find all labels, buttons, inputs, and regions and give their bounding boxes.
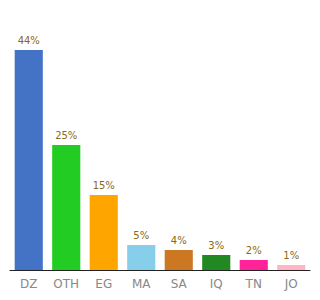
svg-text:SA: SA bbox=[171, 277, 188, 291]
svg-text:TN: TN bbox=[245, 277, 262, 291]
svg-text:1%: 1% bbox=[283, 250, 299, 261]
svg-text:EG: EG bbox=[95, 277, 112, 291]
svg-text:MA: MA bbox=[132, 277, 151, 291]
svg-text:IQ: IQ bbox=[210, 277, 223, 291]
svg-text:3%: 3% bbox=[208, 240, 224, 251]
svg-text:44%: 44% bbox=[18, 35, 40, 46]
svg-text:DZ: DZ bbox=[20, 277, 37, 291]
svg-text:OTH: OTH bbox=[53, 277, 79, 291]
svg-text:5%: 5% bbox=[133, 230, 149, 241]
svg-text:4%: 4% bbox=[171, 235, 187, 246]
svg-text:JO: JO bbox=[284, 277, 298, 291]
svg-text:2%: 2% bbox=[246, 245, 262, 256]
svg-text:25%: 25% bbox=[55, 130, 77, 141]
svg-text:15%: 15% bbox=[93, 180, 115, 191]
